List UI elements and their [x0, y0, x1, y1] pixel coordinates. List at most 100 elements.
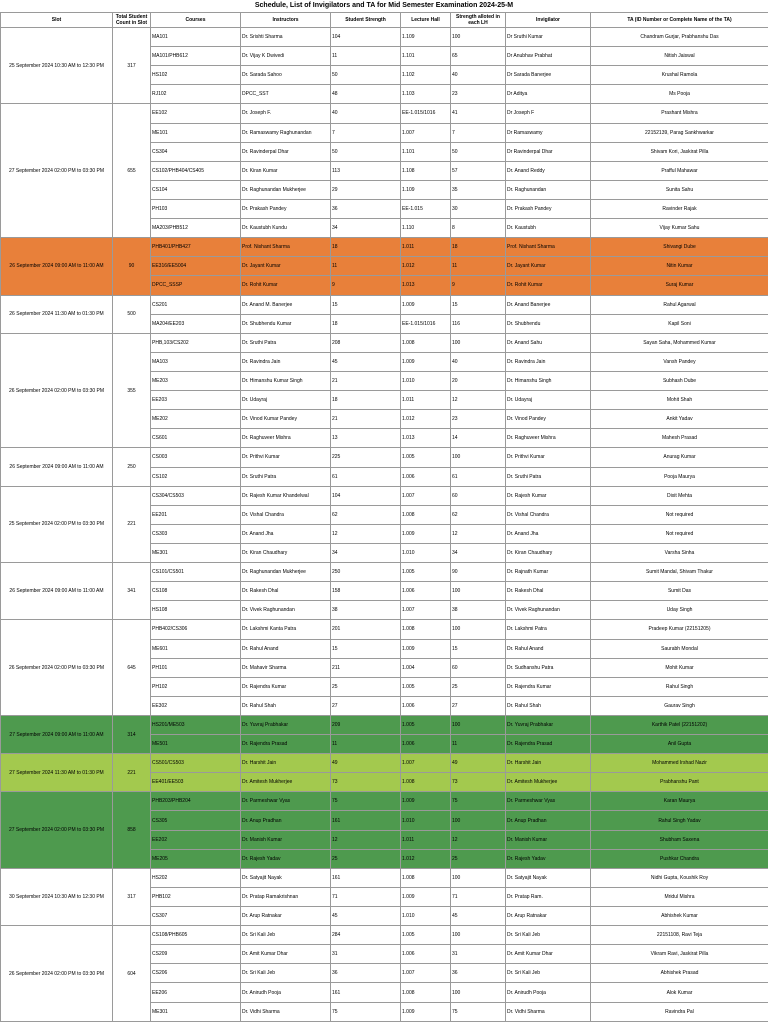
- lecture-hall: 1.006: [400, 944, 451, 965]
- lecture-hall: 1.005: [400, 714, 451, 736]
- ta: Rahul Singh Yadav: [590, 810, 768, 831]
- student-strength: 45: [330, 906, 401, 927]
- student-strength: 38: [330, 600, 401, 621]
- schedule-row: 27 September 2024 11:30 AM to 01:30 PM 22…: [0, 753, 768, 793]
- lecture-hall: 1.008: [400, 982, 451, 1003]
- course: CS501/CS503: [150, 753, 241, 774]
- lecture-hall: 1.012: [400, 409, 451, 430]
- instructor: Dr. Prakash Pandey: [240, 198, 331, 220]
- ta: Sumit Mandal, Shivam Thakur: [590, 562, 768, 583]
- invigilator: Dr. Vidhi Sharma: [505, 1001, 591, 1023]
- schedule-row: RJ102 DPCC_SST 48 1.103 23 Dr Aditya Ms Pooja: [0, 84, 768, 105]
- course: CS304/CS503: [150, 485, 241, 506]
- course: PHB401/PHB427: [150, 237, 241, 258]
- lecture-hall: 1.008: [400, 504, 451, 525]
- lecture-hall: 1.004: [400, 657, 451, 678]
- strength-alloted: 90: [450, 562, 506, 583]
- schedule-row: HS108 Dr. Vivek Raghunandan 38 1.007 38 Dr. V…: [0, 600, 768, 621]
- slot-count: 221: [112, 753, 151, 793]
- instructor: Dr. Raghunandan Mukherjee: [240, 562, 331, 583]
- ta: Sayan Saha, Mohammed Kumar: [590, 332, 768, 353]
- schedule-row: ME301 Dr. Vidhi Sharma 75 1.009 75 Dr. Vidhi …: [0, 1001, 768, 1023]
- strength-alloted: 57: [450, 160, 506, 181]
- student-strength: 208: [330, 332, 401, 353]
- instructor: Dr. Kiran Chaudhary: [240, 542, 331, 564]
- invigilator: Dr. Rohit Kumar: [505, 275, 591, 296]
- slot-count: 500: [112, 294, 151, 334]
- ta: Uday Singh: [590, 600, 768, 621]
- ta: Vansh Pandey: [590, 351, 768, 372]
- strength-alloted: 100: [450, 619, 506, 640]
- ta: Mahesh Prasad: [590, 428, 768, 449]
- instructor: Dr. Yuvraj Prabhakar: [240, 714, 331, 736]
- invigilator: Dr. Himanshu Singh: [505, 370, 591, 392]
- invigilator: Dr Anubhav Prabhat: [505, 46, 591, 67]
- invigilator: Dr. Sudhanshu Patra: [505, 657, 591, 678]
- invigilator: Dr. Shubhendu: [505, 313, 591, 334]
- strength-alloted: 116: [450, 313, 506, 334]
- instructor: Dr. Kaustubh Kundu: [240, 218, 331, 239]
- instructor: Dr. Anand Jha: [240, 523, 331, 544]
- lecture-hall: 1.012: [400, 256, 451, 277]
- schedule-row: 26 September 2024 02:00 PM to 03:30 PM 60…: [0, 925, 768, 1022]
- instructor: Dr. Raghunandan Mukherjee: [240, 179, 331, 200]
- ta: Shubham Saxena: [590, 829, 768, 850]
- instructor: Dr. Pratap Ramakrishnan: [240, 886, 331, 908]
- strength-alloted: 100: [450, 810, 506, 831]
- invigilator: Dr. Ravindra Jain: [505, 351, 591, 372]
- strength-alloted: 15: [450, 638, 506, 659]
- student-strength: 15: [330, 638, 401, 659]
- table-body: 25 September 2024 10:30 AM to 12:30 PM 31…: [0, 26, 768, 1023]
- ta: Abhishek Prasad: [590, 963, 768, 984]
- ta: Sunita Sahu: [590, 179, 768, 200]
- schedule-row: 26 September 2024 09:00 AM to 11:00 AM 90…: [0, 237, 768, 296]
- student-strength: 12: [330, 829, 401, 850]
- student-strength: 45: [330, 351, 401, 372]
- strength-alloted: 40: [450, 65, 506, 86]
- ta: Shivam Kori, Jaskirat Pilla: [590, 141, 768, 162]
- course: ME601: [150, 638, 241, 659]
- ta: Pooja Maurya: [590, 466, 768, 487]
- strength-alloted: 7: [450, 122, 506, 143]
- slot: 25 September 2024 02:00 PM to 03:30 PM: [0, 485, 113, 564]
- slot: 26 September 2024 09:00 AM to 11:00 AM: [0, 237, 113, 296]
- lecture-hall: 1.103: [400, 84, 451, 105]
- student-strength: 11: [330, 734, 401, 755]
- instructor: Dr. Prithvi Kumar: [240, 447, 331, 468]
- ta: Dixit Mehta: [590, 485, 768, 506]
- instructor: Dr. Rakesh Dhal: [240, 581, 331, 602]
- instructor: Dr. Rahul Shah: [240, 695, 331, 716]
- schedule-row: ME301 Dr. Kiran Chaudhary 34 1.010 34 Dr. Kir…: [0, 542, 768, 564]
- schedule-row: ME101 Dr. Ramaswamy Raghunandan 7 1.007 7 Dr …: [0, 122, 768, 143]
- strength-alloted: 12: [450, 390, 506, 411]
- schedule-row: ME203 Dr. Himanshu Kumar Singh 21 1.010 20 Dr…: [0, 370, 768, 392]
- course: ME301: [150, 542, 241, 564]
- strength-alloted: 45: [450, 906, 506, 927]
- ta: Chandram Gurjar, Prabhanshu Das: [590, 26, 768, 48]
- course: CS303: [150, 523, 241, 544]
- ta: Pushkar Chandra: [590, 848, 768, 869]
- student-strength: 7: [330, 122, 401, 143]
- student-strength: 50: [330, 65, 401, 86]
- instructor: Dr. Rajesh Kumar Khandelwal: [240, 485, 331, 506]
- invigilator: Dr. Rajesh Yadav: [505, 848, 591, 869]
- invigilator: Dr. Jayant Kumar: [505, 256, 591, 277]
- course: CS601: [150, 428, 241, 449]
- student-strength: 158: [330, 581, 401, 602]
- ta: Rahul Agarwal: [590, 294, 768, 315]
- strength-alloted: 18: [450, 237, 506, 258]
- course: ME501: [150, 734, 241, 755]
- slot-count: 221: [112, 485, 151, 564]
- strength-alloted: 100: [450, 714, 506, 736]
- lecture-hall: 1.005: [400, 925, 451, 946]
- schedule-row: CS104 Dr. Raghunandan Mukherjee 29 1.109 35 D…: [0, 179, 768, 200]
- student-strength: 18: [330, 390, 401, 411]
- instructor: Dr. Arup Ratnakar: [240, 906, 331, 927]
- strength-alloted: 49: [450, 753, 506, 774]
- course: CS305: [150, 810, 241, 831]
- schedule-row: 26 September 2024 09:00 AM to 11:00 AM 34…: [0, 562, 768, 621]
- slot-count: 604: [112, 925, 151, 1022]
- invigilator: Dr. Parmeshwar Vyas: [505, 791, 591, 812]
- lecture-hall: 1.009: [400, 351, 451, 372]
- instructor: Dr. Vijay K Dwivedi: [240, 46, 331, 67]
